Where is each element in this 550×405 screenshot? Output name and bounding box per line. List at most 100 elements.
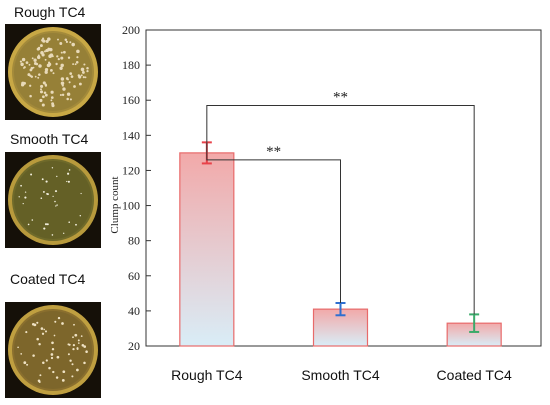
x-category-label: Coated TC4 <box>437 367 512 383</box>
colony <box>72 343 76 347</box>
colony <box>72 347 75 351</box>
colony <box>73 323 75 326</box>
colony <box>55 62 58 66</box>
colony <box>45 48 49 53</box>
colony <box>80 74 83 77</box>
colony <box>55 205 57 207</box>
colony <box>56 175 58 178</box>
colony <box>45 359 48 362</box>
x-category-label: Rough TC4 <box>171 367 243 383</box>
colony <box>44 330 48 333</box>
colony <box>50 90 54 94</box>
y-tick-label: 20 <box>128 339 140 353</box>
plate-label-smooth: Smooth TC4 <box>10 131 89 147</box>
y-tick-label: 60 <box>128 269 140 283</box>
petri-dish-coated-icon <box>5 302 101 398</box>
colony <box>56 55 59 58</box>
colony <box>48 54 52 58</box>
colony <box>40 84 44 88</box>
colony <box>56 204 58 206</box>
colony <box>36 55 41 60</box>
colony <box>60 81 65 86</box>
colony <box>68 81 71 84</box>
colony <box>61 93 65 97</box>
colony <box>82 76 85 79</box>
colony <box>69 72 73 75</box>
colony <box>42 190 45 193</box>
colony <box>59 93 62 97</box>
y-tick-label: 40 <box>128 304 140 318</box>
colony <box>19 60 22 63</box>
colony <box>76 56 79 59</box>
colony <box>42 81 46 85</box>
colony <box>56 355 60 359</box>
colony <box>22 202 24 205</box>
colony <box>59 42 63 45</box>
colony <box>45 93 48 96</box>
plate-label-coated: Coated TC4 <box>10 271 86 287</box>
colony <box>52 72 55 75</box>
colony <box>40 197 43 199</box>
colony <box>81 70 85 74</box>
colony <box>57 316 61 320</box>
colony <box>26 363 29 366</box>
petri-dish-rough-icon <box>5 24 101 120</box>
colony <box>60 63 64 68</box>
colony <box>39 90 44 94</box>
colony <box>33 58 37 62</box>
colony <box>85 350 88 353</box>
colony <box>17 346 19 349</box>
colony <box>76 368 79 372</box>
colony <box>76 49 80 54</box>
colony <box>80 67 85 72</box>
colony <box>23 361 27 365</box>
significance-label: ** <box>266 144 281 160</box>
significance-bracket: ** <box>206 89 475 315</box>
colony <box>75 223 77 226</box>
colony <box>29 94 32 98</box>
colony <box>23 66 26 69</box>
colony <box>63 50 66 54</box>
significance-label: ** <box>333 89 348 105</box>
colony <box>55 376 59 379</box>
y-tick-label: 80 <box>128 234 140 248</box>
colony <box>25 331 28 334</box>
colony <box>86 69 89 73</box>
colony <box>83 361 86 365</box>
colony <box>20 184 22 187</box>
colony <box>67 56 71 59</box>
colony <box>75 61 79 64</box>
colony <box>69 359 72 362</box>
colony <box>38 342 41 346</box>
colony <box>20 353 23 355</box>
colony <box>68 221 70 223</box>
colony <box>42 39 46 43</box>
colony <box>51 347 55 351</box>
y-tick-label: 200 <box>122 23 140 37</box>
colony <box>50 353 54 356</box>
colony <box>41 103 45 107</box>
colony <box>65 77 69 80</box>
colony <box>68 343 71 346</box>
colony <box>50 99 53 102</box>
colony <box>38 73 41 76</box>
colony <box>54 320 57 323</box>
colony <box>64 38 68 42</box>
colony <box>41 178 44 181</box>
colony <box>76 348 79 350</box>
y-tick-label: 160 <box>122 93 140 107</box>
colony <box>80 335 83 337</box>
colony <box>72 44 75 47</box>
colony <box>62 87 66 91</box>
colony <box>33 62 37 65</box>
colony <box>41 332 45 335</box>
colony <box>57 38 59 41</box>
colony <box>70 75 74 78</box>
colony <box>69 98 72 101</box>
colony <box>36 321 39 324</box>
colony <box>52 195 54 198</box>
colony <box>72 63 75 66</box>
colony <box>27 73 31 77</box>
colony <box>71 375 74 378</box>
colony <box>27 223 30 226</box>
